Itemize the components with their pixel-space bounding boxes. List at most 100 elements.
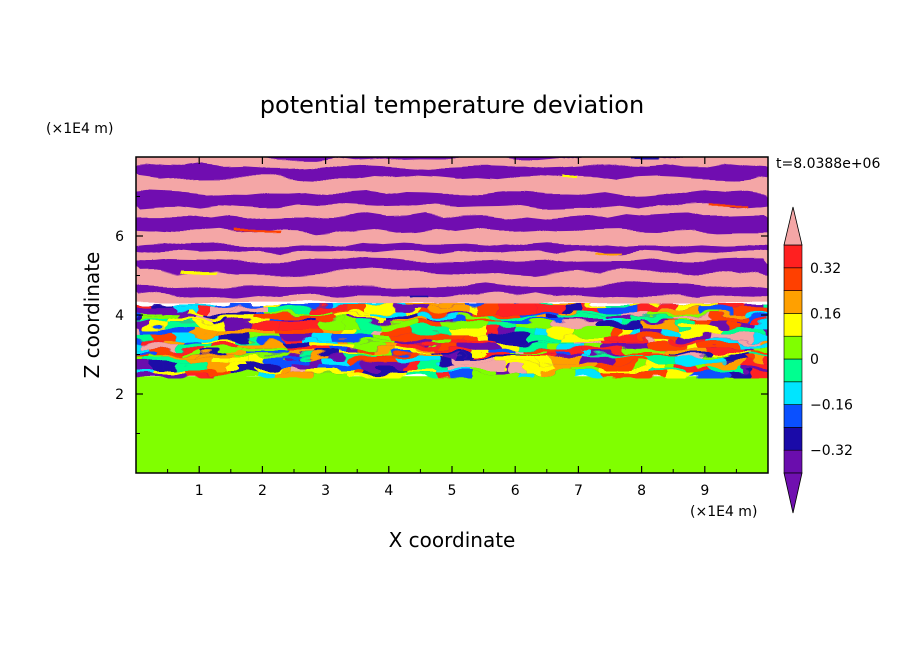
turbulent-cell <box>136 354 148 357</box>
turbulent-cell <box>498 306 536 313</box>
band <box>136 283 768 298</box>
turbulent-cell <box>335 319 348 322</box>
turbulent-cell <box>553 321 598 328</box>
turbulent-cell <box>350 348 362 353</box>
turbulent-cell <box>309 343 357 349</box>
turbulent-cell <box>228 319 241 322</box>
turbulent-cell <box>136 340 141 344</box>
turbulent-cell <box>741 321 757 328</box>
turbulent-cell <box>521 312 562 316</box>
x-tick-label: 4 <box>384 483 393 499</box>
turbulent-cell <box>579 352 588 355</box>
turbulent-cell <box>159 312 187 316</box>
turbulent-cell <box>391 319 429 322</box>
turbulent-cell <box>211 315 252 320</box>
turbulent-cell <box>512 327 536 335</box>
blob <box>384 425 405 453</box>
turbulent-cell <box>316 372 347 379</box>
band-streak <box>234 229 282 232</box>
turbulent-cell <box>713 352 740 355</box>
turbulent-cell <box>479 306 499 313</box>
turbulent-cell <box>648 312 684 316</box>
turbulent-cell <box>676 315 710 320</box>
turbulent-cell <box>772 355 782 357</box>
y-unit-label: (×1E4 m) <box>46 121 113 137</box>
turbulent-cell <box>281 348 328 353</box>
turbulent-cell <box>173 306 198 313</box>
x-tick-label: 1 <box>195 483 204 499</box>
region-uniform <box>136 376 768 394</box>
turbulent-cell <box>199 315 212 320</box>
turbulent-cell <box>639 368 650 373</box>
turbulent-cell <box>136 372 153 379</box>
turbulent-cell <box>252 321 283 328</box>
turbulent-cell <box>682 343 695 349</box>
x-tick-label: 2 <box>258 483 267 499</box>
turbulent-cell <box>336 354 347 357</box>
turbulent-cell <box>417 315 458 320</box>
turbulent-cell <box>637 306 659 313</box>
turbulent-cell <box>572 340 601 344</box>
region-lower <box>136 379 768 473</box>
turbulent-cell <box>665 372 691 379</box>
turbulent-cell <box>222 321 253 328</box>
turbulent-cell <box>436 303 466 307</box>
turbulent-cell <box>361 348 376 353</box>
turbulent-cell <box>136 363 150 369</box>
turbulent-cell <box>144 356 192 364</box>
turbulent-cell <box>425 306 471 313</box>
turbulent-cell <box>190 327 215 335</box>
turbulent-cell <box>639 334 675 341</box>
turbulent-cell <box>250 356 266 364</box>
turbulent-cell <box>762 303 768 307</box>
turbulent-cell <box>561 312 577 316</box>
turbulent-cell <box>361 363 404 369</box>
turbulent-cell <box>327 348 351 353</box>
turbulent-cell <box>374 334 390 341</box>
turbulent-cell <box>674 303 720 307</box>
band <box>136 215 768 233</box>
turbulent-cell <box>382 343 397 349</box>
region-bands <box>136 157 768 304</box>
turbulent-cell <box>550 303 574 307</box>
turbulent-cell <box>739 352 749 355</box>
turbulent-cell <box>676 321 696 328</box>
turbulent-cell <box>438 368 470 373</box>
turbulent-cell <box>524 368 541 373</box>
turbulent-cell <box>349 356 395 364</box>
turbulent-cell <box>722 356 743 364</box>
turbulent-cell <box>690 372 730 379</box>
x-tick-label: 6 <box>511 483 520 499</box>
turbulent-cell <box>211 343 237 349</box>
x-tick-label: 9 <box>700 483 709 499</box>
turbulent-cell <box>357 321 378 328</box>
turbulent-cell <box>669 352 714 355</box>
colorbar: 0.32 0.16 0 −0.16 −0.32 <box>783 206 853 514</box>
turbulent-cell <box>411 352 432 355</box>
turbulent-cell <box>553 356 580 364</box>
x-tick-label: 8 <box>637 483 646 499</box>
turbulent-cell <box>512 321 554 328</box>
turbulent-cell <box>620 334 640 341</box>
turbulent-cell <box>508 368 525 373</box>
turbulent-cell <box>558 315 606 320</box>
turbulent-cell <box>602 319 622 322</box>
turbulent-cell <box>475 352 508 355</box>
turbulent-cell <box>727 354 747 357</box>
turbulent-cell <box>151 334 173 341</box>
turbulent-cell <box>548 352 559 355</box>
turbulent-cell <box>447 363 466 369</box>
region-lower-blobs <box>162 379 768 473</box>
turbulent-cell <box>485 348 513 353</box>
colorbar-label: −0.32 <box>810 443 853 459</box>
blob <box>698 404 720 445</box>
band <box>136 190 768 209</box>
turbulent-cell <box>513 303 524 307</box>
turbulent-cell <box>375 348 396 353</box>
turbulent-cell <box>334 312 348 316</box>
turbulent-cell <box>600 340 647 344</box>
turbulent-cell <box>653 303 675 307</box>
turbulent-cell <box>442 321 489 328</box>
turbulent-cell <box>729 372 750 379</box>
